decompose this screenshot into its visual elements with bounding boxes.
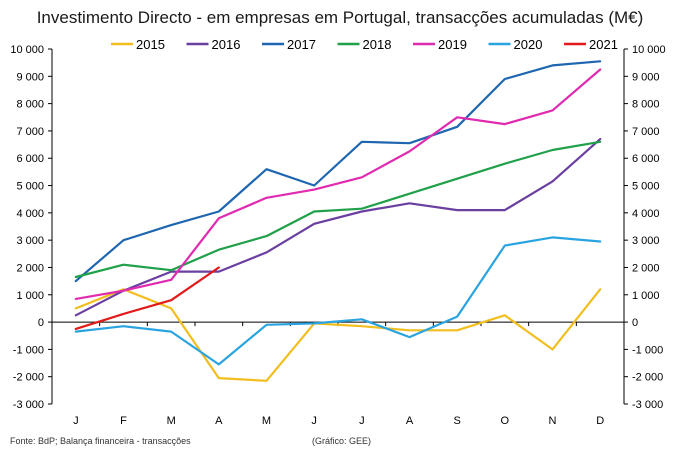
y-tick-label-right: 8 000 — [632, 99, 660, 111]
y-tick-label-left: -3 000 — [13, 399, 44, 411]
x-tick-label: J — [359, 415, 365, 427]
y-tick-label-right: -2 000 — [632, 372, 663, 384]
legend-label-2018: 2018 — [363, 37, 392, 52]
legend-label-2019: 2019 — [438, 37, 467, 52]
y-tick-label-right: 2 000 — [632, 262, 660, 274]
y-tick-label-right: 6 000 — [632, 153, 660, 165]
footer-credit: (Gráfico: GEE) — [312, 436, 372, 446]
y-tick-label-left: 9 000 — [16, 71, 44, 83]
y-tick-label-left: 8 000 — [16, 99, 44, 111]
y-tick-label-left: 5 000 — [16, 181, 44, 193]
y-tick-label-left: 0 — [38, 317, 44, 329]
legend-label-2021: 2021 — [589, 37, 618, 52]
y-tick-label-left: 1 000 — [16, 290, 44, 302]
y-tick-label-left: 2 000 — [16, 262, 44, 274]
y-tick-label-left: 6 000 — [16, 153, 44, 165]
series-line-2017 — [74, 60, 602, 283]
x-tick-label: A — [215, 415, 223, 427]
legend-label-2016: 2016 — [212, 37, 241, 52]
legend-label-2017: 2017 — [287, 37, 316, 52]
legend-label-2020: 2020 — [514, 37, 543, 52]
y-tick-label-left: -1 000 — [13, 344, 44, 356]
y-tick-label-right: -3 000 — [632, 399, 663, 411]
series-line-2020 — [74, 236, 602, 366]
y-tick-label-left: 3 000 — [16, 235, 44, 247]
x-tick-label: A — [406, 415, 414, 427]
x-tick-label: J — [311, 415, 317, 427]
y-tick-label-right: 1 000 — [632, 290, 660, 302]
x-tick-label: S — [453, 415, 460, 427]
y-tick-label-right: 5 000 — [632, 181, 660, 193]
y-tick-label-right: 7 000 — [632, 126, 660, 138]
x-tick-label: N — [549, 415, 557, 427]
series-line-2021 — [74, 266, 220, 330]
x-tick-label: J — [73, 415, 79, 427]
footer-source: Fonte: BdP; Balança financeira - transac… — [10, 436, 191, 446]
chart-title: Investimento Directo - em empresas em Po… — [36, 8, 644, 27]
y-tick-label-right: 9 000 — [632, 71, 660, 83]
y-tick-label-right: 0 — [632, 317, 638, 329]
y-tick-label-left: -2 000 — [13, 372, 44, 384]
x-tick-label: M — [262, 415, 271, 427]
y-tick-label-right: 10 000 — [632, 44, 666, 56]
series-line-2018 — [74, 140, 602, 279]
x-tick-label: O — [501, 415, 510, 427]
series-line-2015 — [74, 288, 602, 382]
y-tick-label-left: 7 000 — [16, 126, 44, 138]
y-tick-label-right: 3 000 — [632, 235, 660, 247]
y-tick-label-left: 4 000 — [16, 208, 44, 220]
x-tick-label: D — [596, 415, 604, 427]
series-line-2016 — [74, 138, 602, 317]
x-tick-label: M — [167, 415, 176, 427]
legend-label-2015: 2015 — [136, 37, 165, 52]
x-tick-label: F — [120, 415, 127, 427]
series-line-2019 — [74, 68, 602, 300]
y-tick-label-left: 10 000 — [10, 44, 44, 56]
y-tick-label-right: -1 000 — [632, 344, 663, 356]
y-tick-label-right: 4 000 — [632, 208, 660, 220]
